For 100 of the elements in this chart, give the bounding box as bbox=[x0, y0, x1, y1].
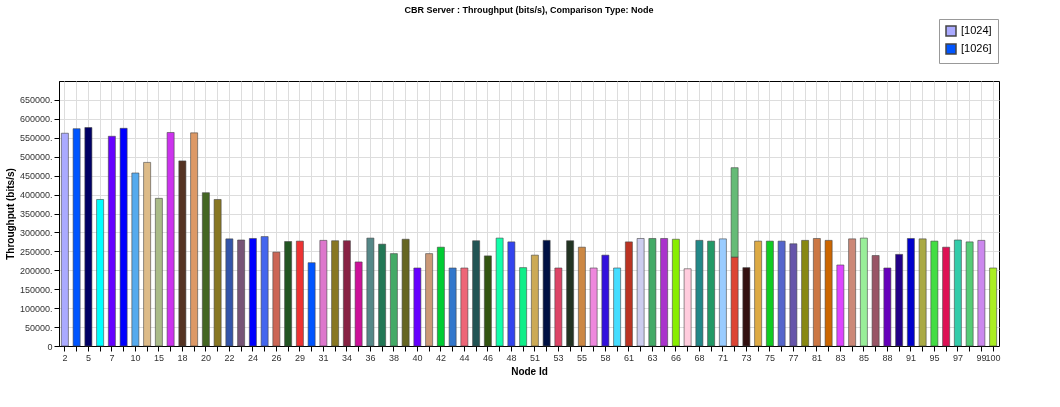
y-tick-label: 500000. bbox=[19, 152, 53, 163]
x-tick-label: 18 bbox=[177, 352, 188, 363]
bar bbox=[213, 199, 222, 347]
legend-label: [1024] bbox=[961, 24, 992, 36]
x-tick-label: 51 bbox=[529, 352, 540, 363]
y-tick-label: 350000. bbox=[19, 209, 53, 219]
x-tick-label: 63 bbox=[647, 352, 658, 363]
bar bbox=[707, 240, 715, 347]
x-tick-label: 36 bbox=[365, 352, 376, 363]
x-tick-label: 46 bbox=[482, 352, 493, 363]
bar bbox=[742, 267, 751, 347]
x-tick-label: 42 bbox=[435, 352, 446, 363]
x-tick-label: 24 bbox=[247, 352, 258, 363]
bar bbox=[507, 241, 516, 347]
bar bbox=[754, 240, 762, 347]
y-tick-label: 450000. bbox=[19, 171, 53, 182]
chart-title: CBR Server : Throughput (bits/s), Comparison Type: Node bbox=[404, 4, 654, 15]
bar bbox=[108, 135, 116, 347]
bar bbox=[190, 132, 198, 347]
bar bbox=[425, 253, 433, 347]
x-tick-label: 29 bbox=[294, 352, 305, 363]
bar bbox=[965, 241, 974, 347]
x-tick-label: 53 bbox=[553, 352, 564, 363]
bar bbox=[989, 267, 997, 347]
x-tick-label: 68 bbox=[694, 352, 705, 363]
bar bbox=[813, 238, 821, 347]
legend-label: [1026] bbox=[961, 42, 992, 54]
bar bbox=[613, 267, 621, 347]
x-tick-label: 75 bbox=[764, 352, 775, 363]
bar bbox=[413, 267, 422, 347]
x-tick-label: 100 bbox=[985, 352, 1001, 363]
bar bbox=[589, 267, 598, 347]
bar bbox=[930, 240, 939, 347]
bar bbox=[354, 261, 363, 347]
y-tick-label: 650000. bbox=[19, 95, 53, 106]
y-tick-label: 200000. bbox=[19, 265, 53, 276]
x-tick-label: 10 bbox=[130, 352, 141, 363]
bar bbox=[695, 240, 704, 347]
bar bbox=[625, 241, 633, 347]
x-tick-label: 95 bbox=[929, 352, 940, 363]
y-tick-label: 150000. bbox=[19, 284, 53, 295]
bar bbox=[119, 128, 128, 347]
bar bbox=[824, 240, 833, 347]
bar bbox=[96, 199, 104, 347]
bar bbox=[272, 251, 281, 347]
x-tick-label: 81 bbox=[811, 352, 822, 363]
x-tick-label: 5 bbox=[85, 352, 91, 363]
x-tick-label: 31 bbox=[318, 352, 329, 363]
x-tick-label: 48 bbox=[506, 352, 517, 363]
bar bbox=[284, 241, 292, 347]
x-tick-label: 88 bbox=[882, 352, 893, 363]
x-tick-label: 71 bbox=[717, 352, 728, 363]
y-tick-label: 250000. bbox=[19, 246, 53, 257]
bar bbox=[766, 240, 774, 347]
x-axis-title: Node Id bbox=[511, 365, 548, 377]
y-tick-label: 50000. bbox=[24, 322, 53, 333]
bar bbox=[484, 255, 492, 347]
bar bbox=[84, 127, 93, 347]
x-tick-label: 99 bbox=[976, 352, 987, 363]
bar bbox=[648, 238, 657, 347]
y-tick-label: 550000. bbox=[19, 133, 53, 144]
bar bbox=[72, 128, 81, 347]
x-tick-label: 61 bbox=[623, 352, 634, 363]
x-tick-label: 73 bbox=[741, 352, 752, 363]
bar bbox=[202, 192, 210, 347]
bar bbox=[848, 238, 856, 347]
bar bbox=[542, 240, 551, 347]
bar bbox=[777, 240, 786, 347]
bar bbox=[566, 240, 574, 347]
x-tick-label: 83 bbox=[835, 352, 846, 363]
x-tick-label: 22 bbox=[224, 352, 235, 363]
bar bbox=[519, 267, 527, 347]
bar bbox=[601, 254, 610, 347]
bar bbox=[531, 254, 539, 347]
bar bbox=[578, 246, 586, 347]
x-tick-label: 66 bbox=[670, 352, 681, 363]
bar bbox=[954, 239, 962, 347]
x-tick-label: 26 bbox=[271, 352, 282, 363]
bar bbox=[495, 237, 504, 347]
x-tick-label: 97 bbox=[952, 352, 963, 363]
y-tick-label: 300000. bbox=[19, 227, 53, 238]
x-tick-label: 44 bbox=[459, 352, 470, 363]
bar bbox=[672, 238, 680, 347]
x-tick-label: 20 bbox=[200, 352, 211, 363]
bar bbox=[836, 264, 845, 347]
x-tick-label: 15 bbox=[153, 352, 164, 363]
bar bbox=[801, 240, 809, 347]
bar bbox=[977, 240, 986, 347]
y-axis-title: Throughput (bits/s) bbox=[4, 168, 16, 260]
bar bbox=[178, 160, 187, 347]
bar bbox=[883, 267, 892, 347]
bar bbox=[390, 253, 398, 347]
bar bbox=[331, 240, 339, 347]
bar bbox=[61, 132, 69, 347]
x-tick-label: 7 bbox=[109, 352, 115, 363]
bar bbox=[260, 236, 269, 347]
x-tick-label: 91 bbox=[905, 352, 916, 363]
bar bbox=[448, 267, 457, 347]
bar bbox=[789, 243, 798, 347]
y-tick-label: 0 bbox=[47, 341, 53, 352]
